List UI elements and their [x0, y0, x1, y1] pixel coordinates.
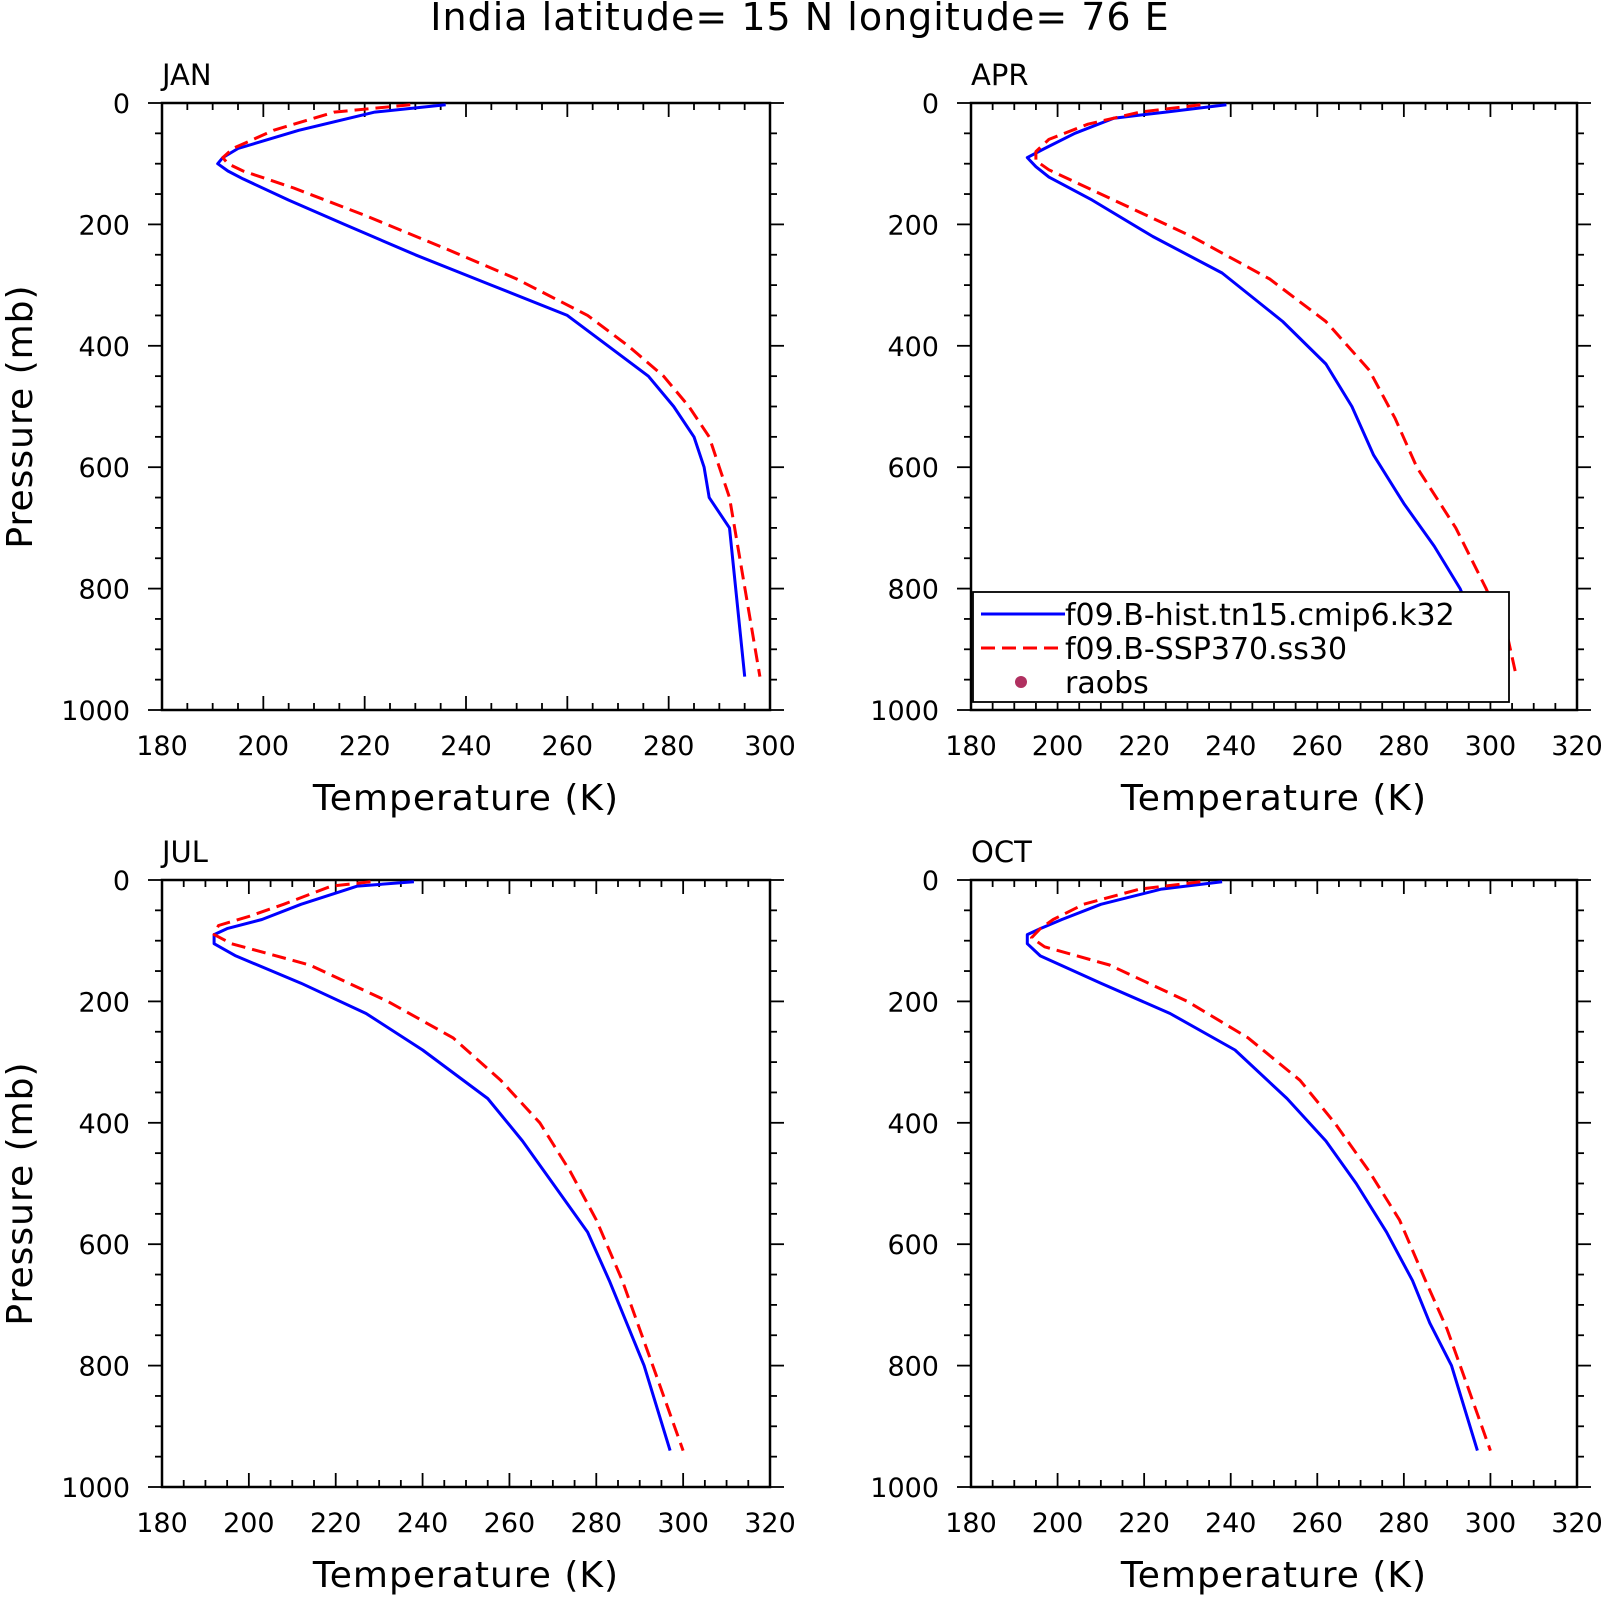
- x-tick-label: 200: [1032, 1508, 1084, 1539]
- x-tick-label: 180: [136, 1508, 188, 1539]
- y-tick-label: 600: [887, 1230, 939, 1261]
- x-tick-label: 220: [1118, 731, 1170, 762]
- y-tick-label: 0: [922, 89, 939, 120]
- y-tick-label: 1000: [61, 1473, 130, 1504]
- x-tick-label: 300: [1465, 1508, 1517, 1539]
- series-line-hist: [212, 880, 672, 1452]
- series-line-hist: [216, 103, 747, 677]
- legend-label: f09.B-hist.tn15.cmip6.k32: [1065, 598, 1455, 633]
- x-tick-label: 320: [1551, 731, 1603, 762]
- x-tick-label: 260: [542, 731, 594, 762]
- y-tick-label: 400: [78, 332, 130, 363]
- x-axis-label: Temperature (K): [1120, 1555, 1427, 1596]
- y-tick-label: 800: [887, 1352, 939, 1383]
- legend-marker-raobs: [1015, 676, 1027, 688]
- x-tick-label: 260: [1292, 1508, 1344, 1539]
- plot-frame: [969, 878, 1579, 1489]
- y-tick-label: 200: [78, 987, 130, 1018]
- x-tick-label: 180: [945, 731, 997, 762]
- series-line-hist: [1025, 880, 1479, 1452]
- panel-label: JUL: [160, 835, 208, 869]
- panel-label: JAN: [160, 58, 212, 92]
- y-tick-label: 400: [887, 332, 939, 363]
- y-tick-label: 0: [922, 866, 939, 897]
- x-axis-label: Temperature (K): [312, 1555, 619, 1596]
- x-tick-label: 220: [310, 1508, 362, 1539]
- series-line-ssp370: [221, 103, 762, 677]
- panel-label: APR: [971, 58, 1028, 92]
- y-tick-label: 1000: [870, 1473, 939, 1504]
- y-axis-label: Pressure (mb): [0, 1061, 41, 1325]
- x-tick-label: 260: [1292, 731, 1344, 762]
- x-tick-label: 320: [1551, 1508, 1603, 1539]
- x-tick-label: 240: [1205, 1508, 1257, 1539]
- x-tick-label: 280: [1378, 1508, 1430, 1539]
- panels: 180 200 220 240 260 280 300 0 200 400 600 800 1000 JA…: [0, 58, 1603, 1596]
- y-tick-label: 200: [78, 210, 130, 241]
- legend-label: f09.B-SSP370.ss30: [1065, 632, 1347, 667]
- y-tick-label: 0: [113, 866, 130, 897]
- x-tick-label: 300: [657, 1508, 709, 1539]
- x-tick-label: 240: [440, 731, 492, 762]
- y-tick-label: 400: [887, 1109, 939, 1140]
- series-line-ssp370: [212, 880, 685, 1452]
- panel-oct: 180 200 220 240 260 280 300 320 0 200 400 600 800 100…: [870, 835, 1602, 1596]
- x-tick-label: 240: [1205, 731, 1257, 762]
- x-tick-label: 280: [571, 1508, 623, 1539]
- y-tick-label: 800: [887, 575, 939, 606]
- x-tick-label: 320: [744, 1508, 796, 1539]
- series-line-hist: [1025, 103, 1501, 678]
- x-tick-label: 300: [1465, 731, 1517, 762]
- x-axis-label: Temperature (K): [1120, 778, 1427, 819]
- plot-frame: [160, 101, 772, 712]
- plot-frame: [160, 878, 772, 1489]
- x-tick-label: 220: [339, 731, 391, 762]
- y-tick-label: 200: [887, 210, 939, 241]
- y-tick-label: 800: [78, 1352, 130, 1383]
- panel-jan: 180 200 220 240 260 280 300 0 200 400 600 800 1000 JA…: [0, 58, 796, 819]
- x-tick-label: 280: [1378, 731, 1430, 762]
- x-tick-label: 300: [744, 731, 796, 762]
- y-tick-label: 800: [78, 575, 130, 606]
- x-tick-label: 220: [1118, 1508, 1170, 1539]
- y-tick-label: 0: [113, 89, 130, 120]
- y-tick-label: 400: [78, 1109, 130, 1140]
- figure-title: India latitude= 15 N longitude= 76 E: [430, 0, 1169, 39]
- x-tick-label: 240: [397, 1508, 449, 1539]
- panel-apr: 180 200 220 240 260 280 300 320 0 200 400 600 800 100…: [870, 58, 1602, 819]
- x-tick-label: 280: [643, 731, 695, 762]
- x-tick-label: 200: [1032, 731, 1084, 762]
- x-tick-label: 180: [945, 1508, 997, 1539]
- y-tick-label: 600: [78, 1230, 130, 1261]
- panel-jul: 180 200 220 240 260 280 300 320 0 200 400 600 800 100…: [0, 835, 796, 1596]
- y-tick-label: 1000: [61, 696, 130, 727]
- legend: f09.B-hist.tn15.cmip6.k32f09.B-SSP370.ss…: [972, 591, 1510, 703]
- series-line-ssp370: [1034, 103, 1518, 677]
- y-tick-label: 200: [887, 987, 939, 1018]
- series-line-ssp370: [1030, 880, 1492, 1452]
- x-tick-label: 200: [223, 1508, 275, 1539]
- legend-box: [972, 591, 1510, 703]
- legend-label: raobs: [1065, 666, 1149, 701]
- panel-label: OCT: [971, 835, 1032, 869]
- y-tick-label: 1000: [870, 696, 939, 727]
- x-tick-label: 200: [238, 731, 290, 762]
- y-tick-label: 600: [78, 453, 130, 484]
- x-tick-label: 260: [484, 1508, 536, 1539]
- x-axis-label: Temperature (K): [312, 778, 619, 819]
- y-axis-label: Pressure (mb): [0, 284, 41, 548]
- x-tick-label: 180: [136, 731, 188, 762]
- y-tick-label: 600: [887, 453, 939, 484]
